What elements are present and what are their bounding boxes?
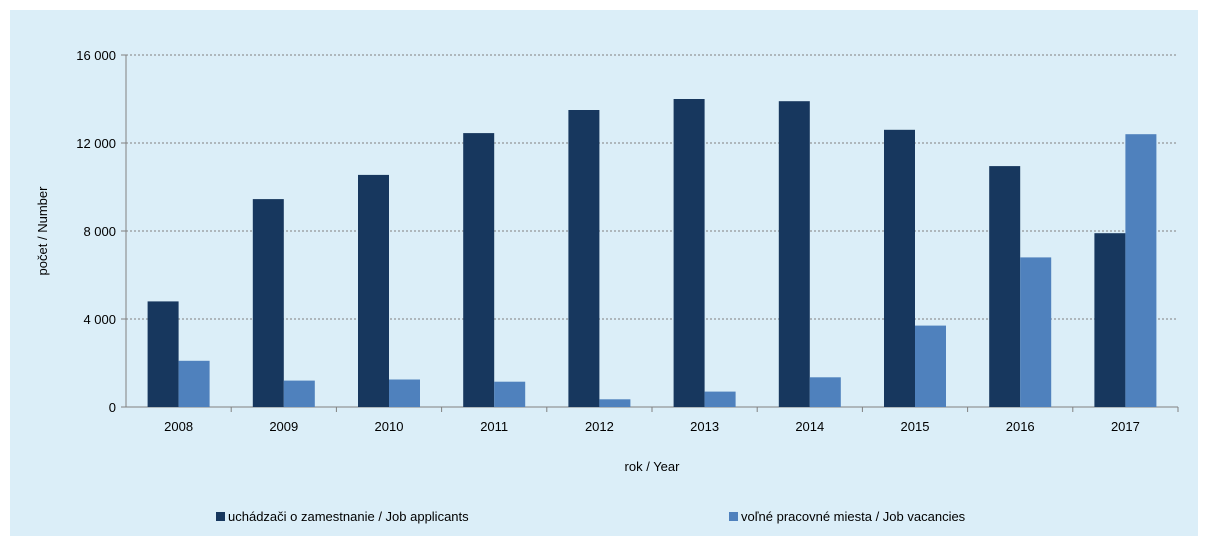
bar-job-vacancies xyxy=(1125,134,1157,407)
bar-job-vacancies xyxy=(915,325,946,407)
bar-job-vacancies xyxy=(494,381,526,407)
x-tick-label: 2011 xyxy=(480,419,508,434)
y-tick-label: 4 000 xyxy=(83,312,116,327)
x-tick-label: 2010 xyxy=(375,419,404,434)
legend-label-vacancies: voľné pracovné miesta / Job vacancies xyxy=(741,509,966,524)
x-axis-label: rok / Year xyxy=(625,459,681,474)
bar-job-vacancies xyxy=(389,379,420,407)
x-tick-labels: 2008 2009 2010 2011 2012 2013 2014 2015 2016 2017 xyxy=(164,407,1179,434)
bar-job-applicants xyxy=(358,174,389,407)
bar-job-applicants xyxy=(252,199,284,407)
legend: uchádzači o zamestnanie / Job applicants… xyxy=(216,509,966,524)
x-tick-label: 2009 xyxy=(269,419,298,434)
x-tick-label: 2016 xyxy=(1006,419,1035,434)
bar-job-vacancies xyxy=(1020,257,1052,407)
bar-job-applicants xyxy=(778,101,810,407)
bar-job-applicants xyxy=(989,166,1021,407)
x-tick-label: 2013 xyxy=(690,419,719,434)
legend-swatch-applicants xyxy=(216,512,225,521)
bar-job-vacancies xyxy=(178,360,210,407)
x-tick-label: 2012 xyxy=(585,419,614,434)
y-tick-labels: 0 4 000 8 000 12 000 16 000 xyxy=(76,48,126,415)
y-tick-label: 12 000 xyxy=(76,136,116,151)
bar-job-applicants xyxy=(147,301,179,407)
bar-job-vacancies xyxy=(283,380,315,407)
y-tick-label: 8 000 xyxy=(83,224,116,239)
x-tick-label: 2017 xyxy=(1111,419,1140,434)
bar-job-vacancies xyxy=(599,399,631,407)
x-tick-label: 2008 xyxy=(164,419,193,434)
y-tick-label: 0 xyxy=(109,400,116,415)
bar-job-applicants xyxy=(568,110,600,407)
legend-swatch-vacancies xyxy=(729,512,738,521)
bar-job-applicants xyxy=(673,99,705,407)
bar-job-applicants xyxy=(463,133,495,407)
x-tick-label: 2015 xyxy=(901,419,930,434)
bar-job-applicants xyxy=(884,129,915,408)
y-tick-label: 16 000 xyxy=(76,48,116,63)
bar-job-applicants xyxy=(1094,233,1126,407)
bar-job-vacancies xyxy=(809,377,841,407)
legend-label-applicants: uchádzači o zamestnanie / Job applicants xyxy=(228,509,469,524)
bars xyxy=(147,99,1157,408)
x-tick-label: 2014 xyxy=(795,419,824,434)
y-axis-label: počet / Number xyxy=(35,186,50,276)
bar-job-vacancies xyxy=(704,391,736,407)
